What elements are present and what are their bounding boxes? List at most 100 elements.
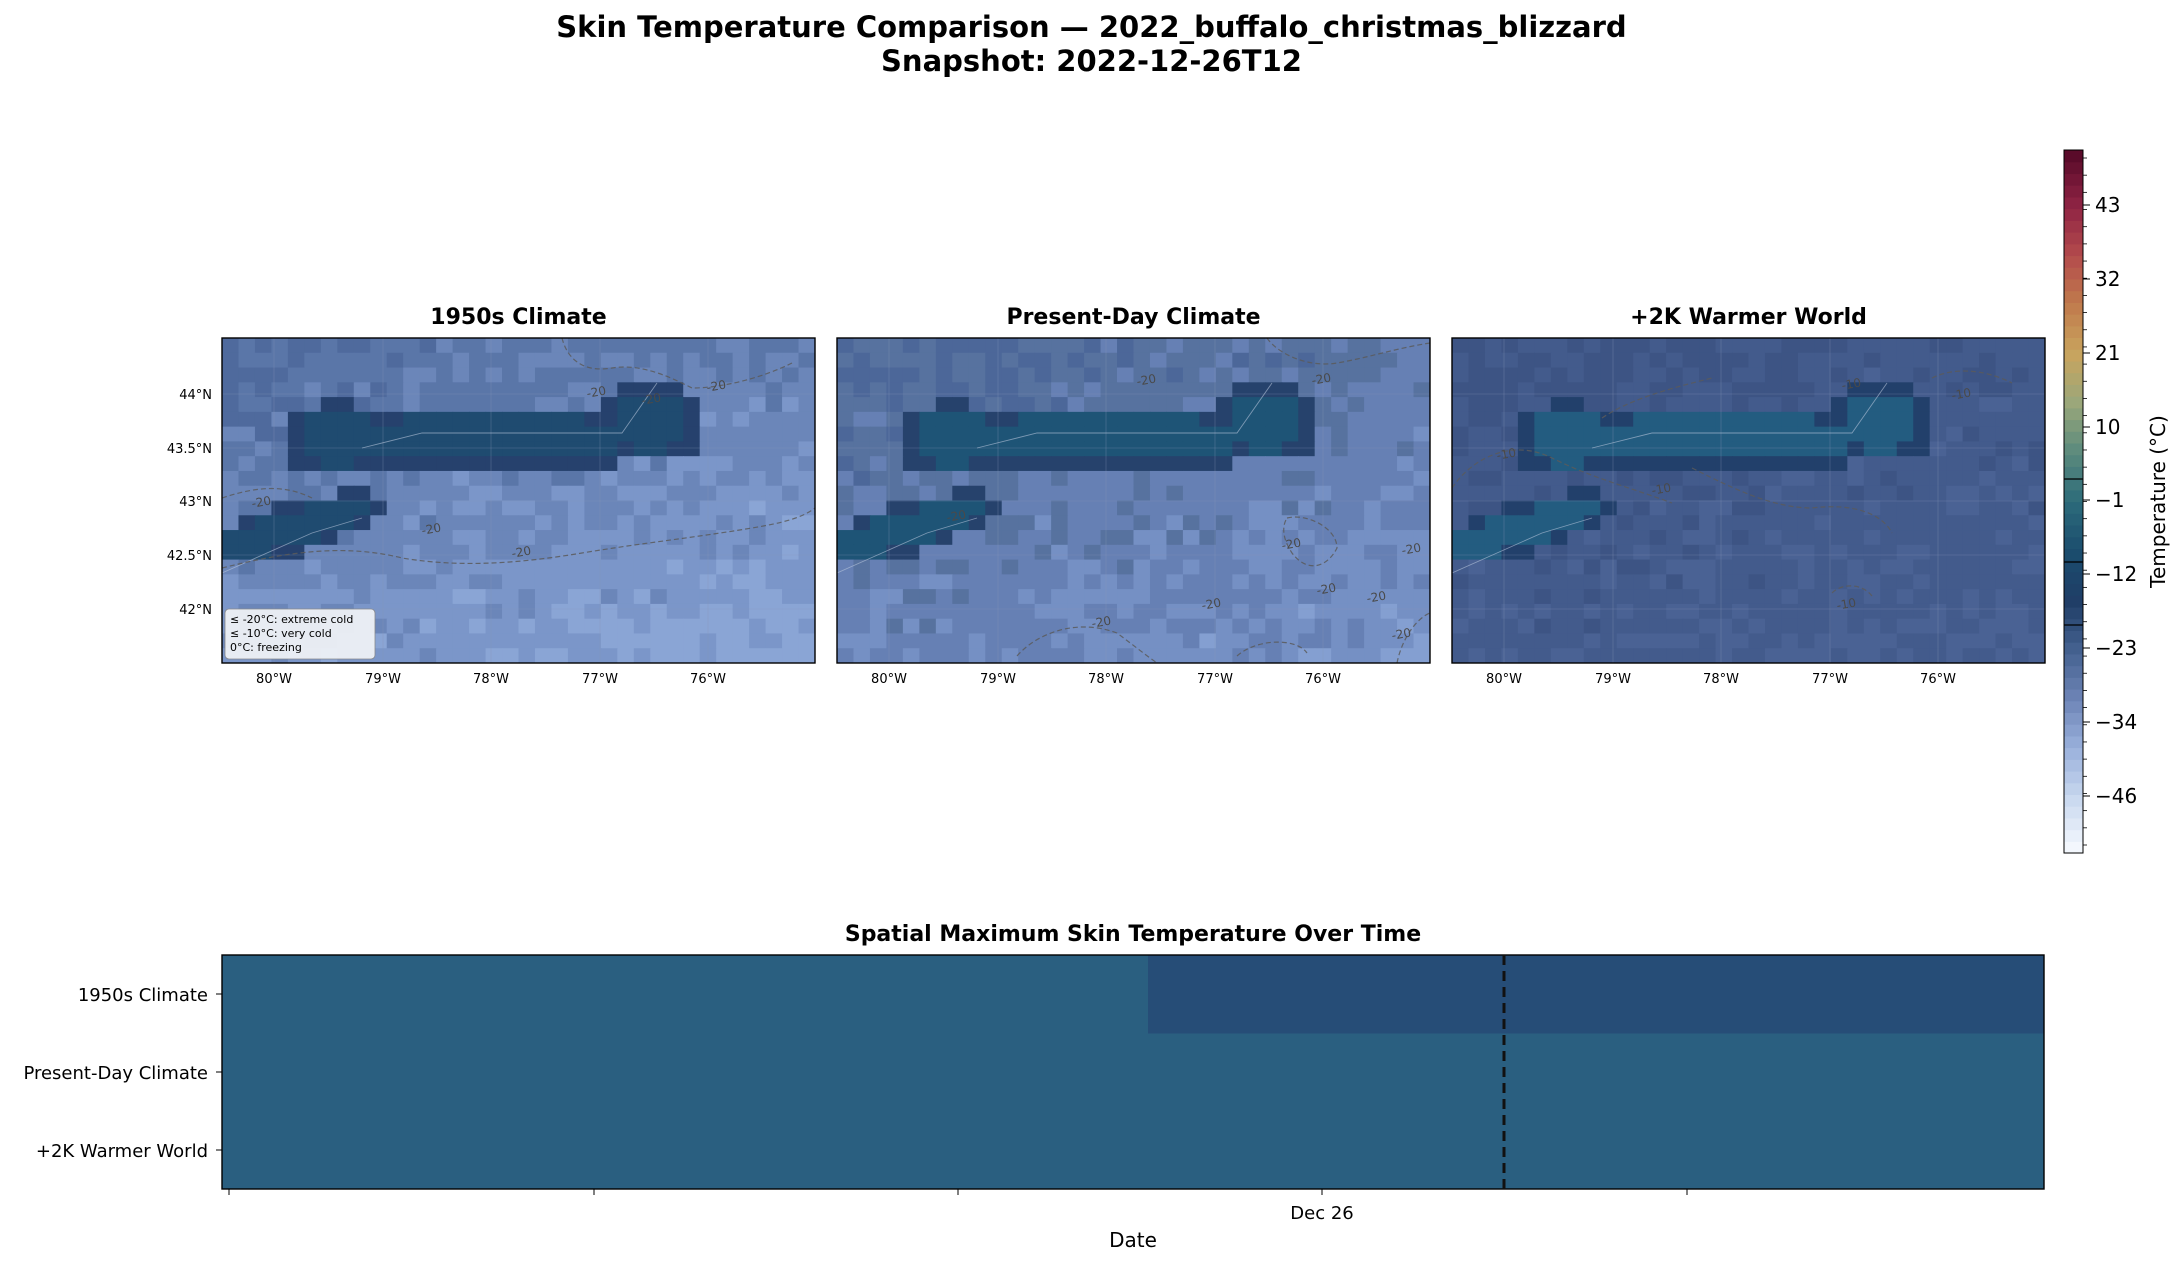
map-cell [2012,485,2030,502]
map-cell [985,352,1003,369]
map-cell [1347,352,1365,369]
map-cell [952,648,970,663]
map-cell [1133,500,1151,516]
map-cell [1649,559,1667,575]
map-cell [633,441,651,457]
map-cell [1863,618,1881,635]
map-cell [732,648,750,663]
map-cell [320,559,338,575]
map-cell [968,367,986,383]
map-cell [1550,515,1568,531]
map-cell [1995,352,2013,369]
map-cell [1979,648,1997,663]
map-cell [1149,559,1168,575]
map-cell [222,426,240,443]
map-cell [320,426,338,443]
map-cell [1896,618,1914,635]
map-cell [1534,574,1552,590]
map-cell [1199,603,1217,620]
lat-tick-label: 43.5°N [167,442,212,457]
map-cell [1468,500,1486,516]
map-cell [1567,382,1585,398]
map-cell [271,500,289,516]
map-cell [1397,470,1415,487]
map-cell [1896,559,1914,575]
map-cell [1051,470,1069,487]
map-cell [1880,574,1898,590]
map-cell [1166,456,1184,472]
map-cell [1298,456,1316,472]
map-cell [222,411,240,428]
map-cell [1018,515,1036,531]
map-cell [1666,352,1684,369]
map-cell [1018,382,1036,398]
map-cell [1364,352,1382,369]
map-cell [403,544,421,561]
map-cell [502,589,520,605]
map-cell [1380,470,1398,487]
map-cell [254,441,273,457]
map-cell [485,530,503,546]
map-cell [353,352,371,369]
map-cell [1199,397,1217,413]
map-cell [716,470,734,487]
map-cell [919,648,937,663]
map-cell [837,352,855,369]
map-cell [386,633,404,649]
map-cell [1830,648,1848,663]
map-cell [1732,352,1750,369]
map-cell [469,515,487,531]
map-cell [1666,574,1684,590]
map-cell [1380,574,1398,590]
map-cell [2012,603,2030,620]
map-cell [287,411,305,428]
map-cell [1215,382,1233,398]
map-cell [666,574,684,590]
map-cell [1830,618,1848,635]
map-cell [1979,441,1997,457]
map-cell [370,589,388,605]
map-cell [1133,338,1151,354]
map-cell [1281,559,1299,575]
heatmap-row-label: +2K Warmer World [36,1141,208,1162]
map-cell [238,382,256,398]
map-cell [1814,589,1832,605]
map-cell [1001,441,1019,457]
map-frame-0 [221,337,816,664]
map-cell [1034,352,1052,369]
map-cell [2028,485,2045,502]
map-cell [782,574,800,590]
map-cell [1100,618,1118,635]
map-cell [1534,411,1552,428]
map-cell [1468,515,1486,531]
map-cell [1550,648,1568,663]
contour-label: -20 [585,383,607,400]
map-cell [1517,411,1535,428]
map-cell [985,515,1003,531]
map-cell [1133,456,1151,472]
map-cell [1616,544,1634,561]
map-cell [1034,618,1052,635]
map-cell [1468,633,1486,649]
map-cell [1265,589,1283,605]
map-cell [1199,456,1217,472]
map-cell [1764,589,1783,605]
map-cell [650,338,668,354]
map-cell [1847,648,1865,663]
map-cell [782,633,800,649]
colorbar-segment [2064,173,2083,186]
map-cell [1484,500,1503,516]
map-cell [749,515,767,531]
map-cell [1666,603,1684,620]
map-cell [1084,648,1102,663]
map-cell [1182,338,1200,354]
map-cell [617,589,635,605]
map-cell [1100,352,1118,369]
contour-line [1396,612,1430,663]
map-cell [1133,352,1151,369]
map-cell [1567,397,1585,413]
map-cell [1215,352,1233,369]
map-cell [1182,470,1200,487]
coastline-erie [222,517,363,574]
map-cell [1413,515,1430,531]
